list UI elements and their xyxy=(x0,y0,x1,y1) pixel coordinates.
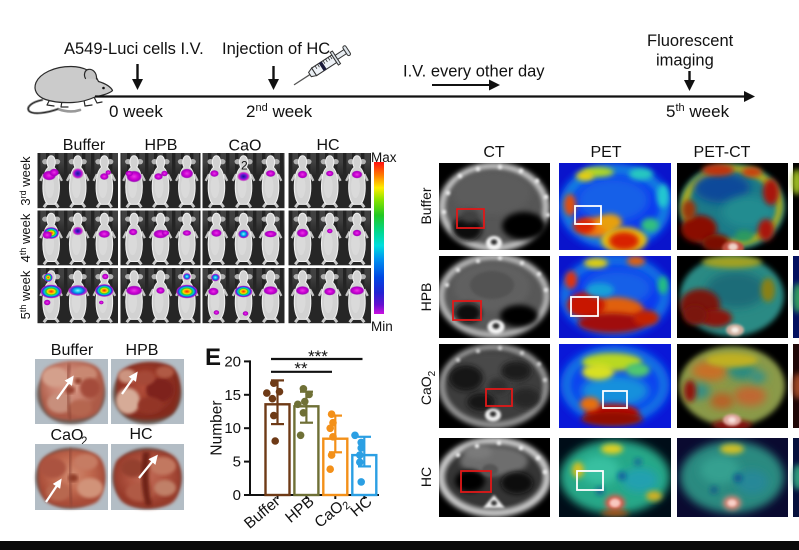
svg-text:3rd week: 3rd week xyxy=(18,156,33,206)
svg-text:5th week: 5th week xyxy=(18,270,33,319)
svg-text:**: ** xyxy=(294,359,308,378)
svg-text:A549-Luci cells I.V.: A549-Luci cells I.V. xyxy=(64,40,204,58)
svg-text:CT: CT xyxy=(483,144,505,161)
svg-text:Buffer: Buffer xyxy=(241,493,283,532)
svg-text:2nd week: 2nd week xyxy=(246,102,313,121)
svg-text:HC: HC xyxy=(316,137,339,154)
svg-text:4th week: 4th week xyxy=(18,213,33,262)
svg-text:HPB: HPB xyxy=(282,493,317,527)
svg-text:HC: HC xyxy=(420,467,434,487)
svg-text:PET-CT: PET-CT xyxy=(694,144,751,161)
svg-text:Buffer: Buffer xyxy=(51,342,94,359)
svg-text:CaO: CaO xyxy=(229,138,262,155)
svg-text:Buffer: Buffer xyxy=(63,137,106,154)
svg-text:5: 5 xyxy=(233,454,241,471)
svg-text:2: 2 xyxy=(241,159,248,173)
svg-text:Buffer: Buffer xyxy=(420,187,434,224)
svg-text:PET: PET xyxy=(590,144,621,161)
svg-text:HPB: HPB xyxy=(145,137,178,154)
svg-text:HC: HC xyxy=(129,426,152,443)
svg-text:CaO: CaO xyxy=(51,427,84,444)
svg-text:***: *** xyxy=(308,347,328,366)
svg-text:10: 10 xyxy=(224,420,241,437)
svg-text:0 week: 0 week xyxy=(109,102,163,121)
svg-text:CaO2: CaO2 xyxy=(420,370,438,405)
svg-text:HPB: HPB xyxy=(420,283,434,312)
svg-text:15: 15 xyxy=(224,387,241,404)
svg-text:E: E xyxy=(205,344,221,371)
svg-text:2: 2 xyxy=(81,436,87,448)
svg-text:CaO2: CaO2 xyxy=(312,494,353,533)
svg-text:0: 0 xyxy=(233,487,241,504)
svg-text:imaging: imaging xyxy=(656,52,714,70)
svg-text:Fluorescent: Fluorescent xyxy=(647,32,734,50)
svg-text:20: 20 xyxy=(224,353,241,370)
svg-text:HC: HC xyxy=(347,493,375,520)
svg-text:Injection of HC: Injection of HC xyxy=(222,40,330,58)
svg-text:HPB: HPB xyxy=(126,342,159,359)
svg-text:I.V. every other day: I.V. every other day xyxy=(403,63,545,81)
svg-text:5th week: 5th week xyxy=(666,102,730,121)
svg-text:Number: Number xyxy=(209,400,226,455)
